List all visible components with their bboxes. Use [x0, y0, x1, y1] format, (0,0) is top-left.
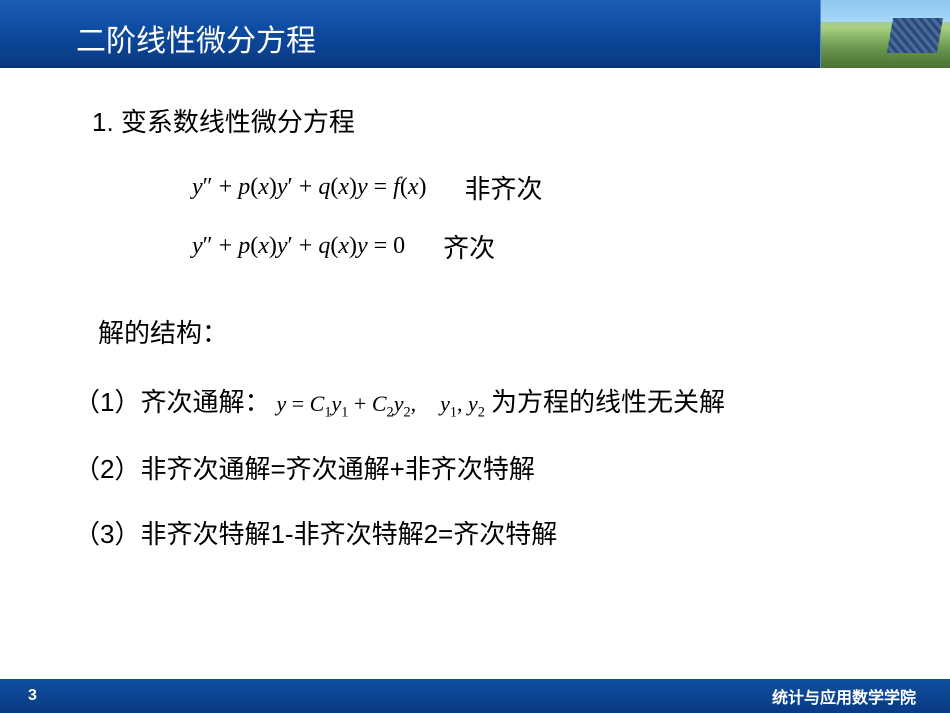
slide-title: 二阶线性微分方程 [76, 16, 316, 60]
structure-item-2: （2）非齐次通解=齐次通解+非齐次特解 [74, 449, 870, 486]
equation-row-1: y″ + p(x)y′ + q(x)y = f(x) 非齐次 [92, 169, 870, 206]
section-heading: 1. 变系数线性微分方程 [92, 102, 870, 139]
equation-row-2: y″ + p(x)y′ + q(x)y = 0 齐次 [92, 228, 870, 265]
structure-item-1: （1）齐次通解： y = C1y1 + C2y2, y1, y2 为方程的线性无… [74, 382, 870, 421]
item1-prefix: （1）齐次通解： [74, 382, 270, 419]
item1-equation: y = C1y1 + C2y2, [276, 391, 416, 421]
slide-content: 1. 变系数线性微分方程 y″ + p(x)y′ + q(x)y = f(x) … [0, 68, 950, 551]
page-number: 3 [28, 687, 37, 705]
equation-homogeneous: y″ + p(x)y′ + q(x)y = 0 [192, 233, 405, 260]
footer-organization: 统计与应用数学学院 [772, 684, 916, 708]
header-decorative-image [820, 0, 950, 68]
structure-heading: 解的结构： [98, 313, 870, 350]
equation-label-2: 齐次 [443, 228, 495, 265]
slide-footer: 3 统计与应用数学学院 [0, 679, 950, 713]
equation-label-1: 非齐次 [465, 169, 543, 206]
item1-suffix: 为方程的线性无关解 [491, 382, 725, 419]
equation-nonhomogeneous: y″ + p(x)y′ + q(x)y = f(x) [192, 174, 427, 201]
item1-vars: y1, y2 [440, 391, 485, 421]
slide-header: 二阶线性微分方程 [0, 0, 950, 68]
structure-item-3: （3）非齐次特解1-非齐次特解2=齐次特解 [74, 514, 870, 551]
